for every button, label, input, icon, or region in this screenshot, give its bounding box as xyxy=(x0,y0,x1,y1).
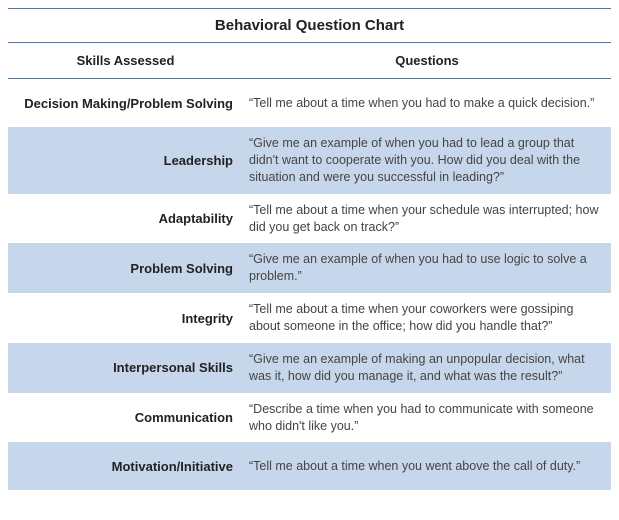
header-row: Skills Assessed Questions xyxy=(8,43,611,79)
question-cell: “Give me an example of when you had to l… xyxy=(243,127,611,194)
skill-cell: Motivation/Initiative xyxy=(8,451,243,482)
question-cell: “Tell me about a time when your coworker… xyxy=(243,293,611,343)
chart-title: Behavioral Question Chart xyxy=(8,9,611,43)
rows-container: Decision Making/Problem Solving“Tell me … xyxy=(8,79,611,490)
question-cell: “Tell me about a time when you went abov… xyxy=(243,450,611,483)
skill-cell: Integrity xyxy=(8,303,243,334)
skill-cell: Problem Solving xyxy=(8,253,243,284)
question-cell: “Give me an example of when you had to u… xyxy=(243,243,611,293)
table-row: Communication“Describe a time when you h… xyxy=(8,393,611,443)
table-row: Leadership“Give me an example of when yo… xyxy=(8,127,611,194)
table-row: Motivation/Initiative“Tell me about a ti… xyxy=(8,442,611,490)
skill-cell: Interpersonal Skills xyxy=(8,352,243,383)
table-row: Problem Solving“Give me an example of wh… xyxy=(8,243,611,293)
table-row: Integrity“Tell me about a time when your… xyxy=(8,293,611,343)
table-row: Decision Making/Problem Solving“Tell me … xyxy=(8,79,611,127)
table-row: Interpersonal Skills“Give me an example … xyxy=(8,343,611,393)
question-cell: “Tell me about a time when your schedule… xyxy=(243,194,611,244)
header-questions: Questions xyxy=(243,43,611,78)
skill-cell: Leadership xyxy=(8,145,243,176)
header-skills: Skills Assessed xyxy=(8,43,243,78)
skill-cell: Communication xyxy=(8,402,243,433)
question-cell: “Give me an example of making an unpopul… xyxy=(243,343,611,393)
question-cell: “Tell me about a time when you had to ma… xyxy=(243,87,611,120)
skill-cell: Adaptability xyxy=(8,203,243,234)
table-row: Adaptability“Tell me about a time when y… xyxy=(8,194,611,244)
behavioral-question-chart: Behavioral Question Chart Skills Assesse… xyxy=(8,8,611,490)
question-cell: “Describe a time when you had to communi… xyxy=(243,393,611,443)
skill-cell: Decision Making/Problem Solving xyxy=(8,88,243,119)
